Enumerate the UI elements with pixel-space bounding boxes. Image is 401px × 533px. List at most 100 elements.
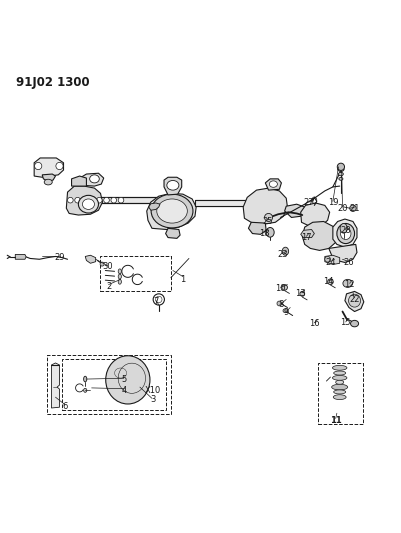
Text: 23: 23 <box>276 250 287 259</box>
Ellipse shape <box>118 197 124 203</box>
Polygon shape <box>243 188 287 224</box>
Polygon shape <box>300 203 329 227</box>
Text: 9: 9 <box>283 308 288 317</box>
Polygon shape <box>78 173 103 186</box>
Ellipse shape <box>118 269 121 274</box>
Polygon shape <box>302 222 337 251</box>
Polygon shape <box>248 222 265 235</box>
Text: 21: 21 <box>348 204 359 213</box>
Polygon shape <box>194 200 249 206</box>
Text: 22: 22 <box>348 295 359 304</box>
Polygon shape <box>332 219 356 247</box>
Ellipse shape <box>332 375 346 380</box>
Text: 29: 29 <box>54 253 65 262</box>
Ellipse shape <box>299 292 304 296</box>
Ellipse shape <box>264 213 272 222</box>
Text: X10: X10 <box>144 386 160 395</box>
Polygon shape <box>34 158 63 177</box>
Ellipse shape <box>342 279 352 287</box>
Ellipse shape <box>78 196 98 213</box>
Ellipse shape <box>350 320 358 327</box>
Polygon shape <box>42 174 55 181</box>
Ellipse shape <box>348 294 360 307</box>
Ellipse shape <box>83 376 87 382</box>
Ellipse shape <box>339 223 346 233</box>
Ellipse shape <box>111 197 116 203</box>
Text: 28: 28 <box>340 226 350 235</box>
Ellipse shape <box>332 366 346 370</box>
Ellipse shape <box>331 384 347 390</box>
Polygon shape <box>15 254 26 259</box>
Text: 24: 24 <box>324 258 335 267</box>
Ellipse shape <box>327 279 332 285</box>
Ellipse shape <box>105 356 150 404</box>
Text: 1: 1 <box>180 275 185 284</box>
Bar <box>62 359 166 410</box>
Bar <box>317 363 362 424</box>
Ellipse shape <box>151 194 192 228</box>
Ellipse shape <box>332 395 345 400</box>
Text: 10: 10 <box>275 284 285 293</box>
Ellipse shape <box>89 175 99 183</box>
Polygon shape <box>66 186 102 215</box>
Polygon shape <box>300 230 314 238</box>
Text: 20: 20 <box>336 204 347 213</box>
Ellipse shape <box>324 256 330 262</box>
Ellipse shape <box>282 309 287 313</box>
Text: 26: 26 <box>343 258 353 267</box>
Polygon shape <box>67 197 160 203</box>
Polygon shape <box>146 193 196 230</box>
Ellipse shape <box>67 197 73 203</box>
Text: 15: 15 <box>340 318 350 327</box>
Polygon shape <box>85 255 95 263</box>
Ellipse shape <box>276 301 281 306</box>
Ellipse shape <box>118 274 121 279</box>
Text: 91J02 1300: 91J02 1300 <box>16 76 89 88</box>
Ellipse shape <box>338 172 342 176</box>
Text: 12: 12 <box>344 280 354 289</box>
Ellipse shape <box>340 228 350 239</box>
Ellipse shape <box>75 197 80 203</box>
Text: 18: 18 <box>259 229 269 238</box>
Ellipse shape <box>83 389 87 392</box>
Ellipse shape <box>333 371 345 375</box>
Ellipse shape <box>82 199 94 209</box>
Ellipse shape <box>337 167 343 172</box>
Polygon shape <box>344 292 363 311</box>
Text: 17: 17 <box>300 233 311 242</box>
Ellipse shape <box>89 197 95 203</box>
Bar <box>47 355 171 415</box>
Ellipse shape <box>100 262 104 266</box>
Ellipse shape <box>56 163 63 169</box>
Ellipse shape <box>281 285 287 290</box>
Polygon shape <box>265 179 281 190</box>
Ellipse shape <box>333 390 345 394</box>
Ellipse shape <box>166 181 178 190</box>
Ellipse shape <box>156 199 187 223</box>
Text: 4: 4 <box>122 386 127 395</box>
Polygon shape <box>284 204 306 217</box>
Polygon shape <box>324 255 339 264</box>
Text: 6: 6 <box>62 402 68 411</box>
Text: 7: 7 <box>153 297 158 306</box>
Polygon shape <box>51 363 59 408</box>
Ellipse shape <box>118 279 121 284</box>
Ellipse shape <box>336 223 354 244</box>
Text: 8: 8 <box>278 300 284 309</box>
Ellipse shape <box>338 177 342 180</box>
Ellipse shape <box>336 163 344 171</box>
Polygon shape <box>71 176 86 186</box>
Ellipse shape <box>265 228 273 237</box>
Ellipse shape <box>82 197 87 203</box>
Ellipse shape <box>96 197 102 203</box>
Polygon shape <box>148 203 160 210</box>
Polygon shape <box>328 245 356 262</box>
Ellipse shape <box>349 205 355 212</box>
Ellipse shape <box>335 380 343 384</box>
Polygon shape <box>164 177 181 195</box>
Text: 14: 14 <box>323 277 333 286</box>
Text: 3: 3 <box>150 395 155 405</box>
Ellipse shape <box>282 247 288 255</box>
Text: 27: 27 <box>303 198 313 207</box>
Text: 11: 11 <box>329 416 341 425</box>
